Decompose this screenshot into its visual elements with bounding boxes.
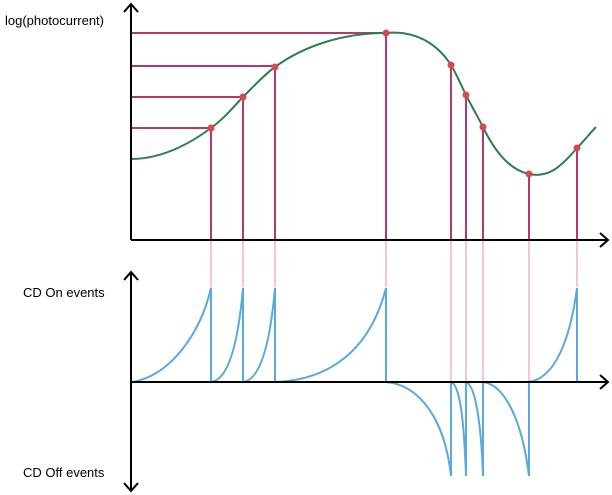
on-events-axis-label: CD On events — [23, 285, 105, 300]
bottom-plot-axes — [123, 270, 610, 493]
on-event-traces — [132, 287, 578, 383]
crossing-point — [239, 93, 247, 101]
crossing-point — [207, 124, 215, 132]
crossing-point — [573, 144, 581, 152]
top-plot-axes — [123, 2, 610, 248]
photocurrent-curve — [130, 31, 597, 176]
crossing-points — [207, 29, 581, 178]
crossing-point — [271, 63, 279, 71]
crossing-point — [382, 29, 390, 37]
bottom-x-axis-arrow — [599, 374, 610, 390]
off-event-traces — [385, 381, 530, 477]
threshold-vertical-lines — [210, 33, 578, 240]
crossing-point — [525, 170, 533, 178]
off-events-axis-label: CD Off events — [23, 465, 105, 480]
top-y-axis-arrow — [123, 2, 139, 13]
top-y-axis-label: log(photocurrent) — [5, 13, 104, 28]
crossing-point — [447, 61, 455, 69]
crossing-point — [462, 91, 470, 99]
bottom-y-axis-bottom-arrow — [123, 482, 139, 493]
threshold-horizontal-lines — [131, 32, 386, 129]
top-x-axis-arrow — [599, 232, 610, 248]
connector-lines — [210, 240, 578, 384]
crossing-point — [479, 123, 487, 131]
bottom-y-axis-top-arrow — [123, 270, 139, 281]
